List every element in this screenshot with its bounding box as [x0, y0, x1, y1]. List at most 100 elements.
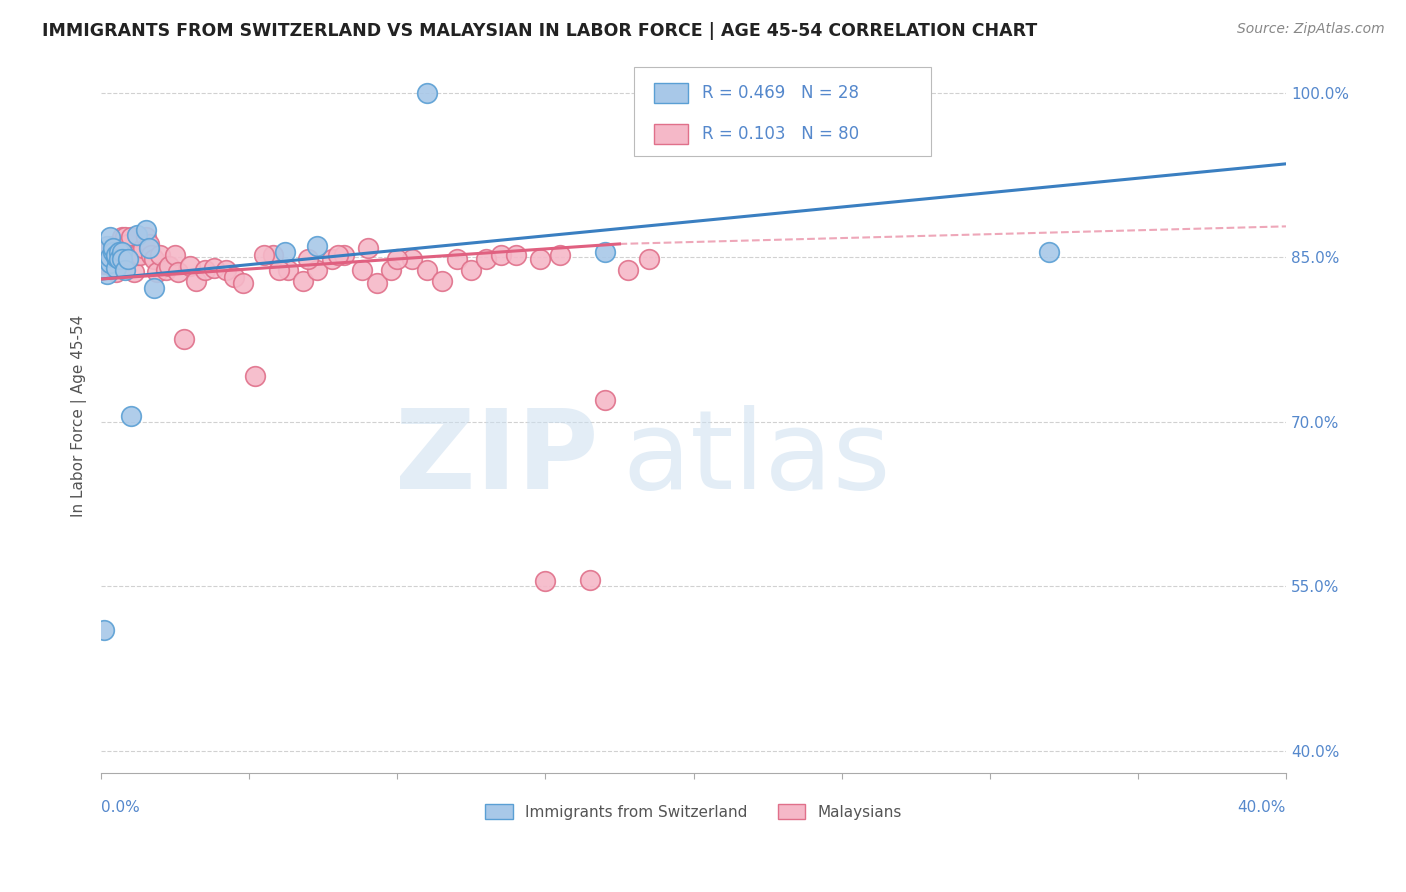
Point	[274, 244, 297, 259]
Point	[167, 265, 190, 279]
Point	[297, 252, 319, 267]
Point	[860, 86, 883, 100]
Point	[101, 248, 124, 262]
Point	[534, 574, 557, 588]
Point	[108, 236, 131, 251]
Point	[108, 252, 131, 267]
Point	[307, 239, 329, 253]
Text: 0.0%: 0.0%	[101, 800, 139, 815]
Point	[321, 252, 343, 267]
Point	[101, 244, 124, 259]
Point	[401, 252, 423, 267]
Point	[243, 368, 266, 383]
Point	[146, 265, 169, 279]
Point	[475, 252, 498, 267]
Point	[114, 263, 136, 277]
Point	[98, 255, 121, 269]
Point	[214, 263, 236, 277]
Text: IMMIGRANTS FROM SWITZERLAND VS MALAYSIAN IN LABOR FORCE | AGE 45-54 CORRELATION : IMMIGRANTS FROM SWITZERLAND VS MALAYSIAN…	[42, 22, 1038, 40]
Point	[489, 248, 512, 262]
Point	[111, 230, 134, 244]
Text: ZIP: ZIP	[395, 406, 599, 513]
FancyBboxPatch shape	[634, 67, 931, 156]
Point	[143, 281, 166, 295]
Point	[98, 241, 121, 255]
Point	[111, 252, 134, 267]
Point	[135, 222, 157, 236]
Point	[143, 252, 166, 267]
Point	[416, 86, 439, 100]
Point	[96, 250, 118, 264]
Legend: Immigrants from Switzerland, Malaysians: Immigrants from Switzerland, Malaysians	[479, 797, 908, 826]
Point	[101, 241, 124, 255]
FancyBboxPatch shape	[654, 124, 688, 144]
Point	[93, 250, 115, 264]
Point	[128, 248, 150, 262]
Point	[98, 230, 121, 244]
Point	[291, 274, 314, 288]
Point	[104, 250, 127, 264]
Text: R = 0.103   N = 80: R = 0.103 N = 80	[702, 125, 859, 143]
Point	[96, 267, 118, 281]
Point	[98, 250, 121, 264]
Point	[125, 248, 148, 262]
Point	[111, 257, 134, 271]
Point	[548, 248, 571, 262]
Point	[125, 228, 148, 243]
Point	[108, 248, 131, 262]
Point	[617, 263, 640, 277]
Point	[117, 236, 139, 251]
Point	[120, 409, 142, 424]
Point	[579, 573, 602, 587]
Point	[135, 230, 157, 244]
Point	[505, 248, 527, 262]
Point	[93, 244, 115, 258]
Point	[98, 250, 121, 264]
Point	[111, 244, 134, 259]
Point	[232, 277, 254, 291]
Point	[108, 244, 131, 259]
Point	[104, 248, 127, 262]
Point	[357, 241, 380, 255]
Point	[93, 623, 115, 637]
Point	[101, 257, 124, 271]
Point	[333, 248, 356, 262]
Point	[593, 244, 616, 259]
Point	[593, 392, 616, 407]
Point	[117, 252, 139, 267]
FancyBboxPatch shape	[654, 83, 688, 103]
Point	[120, 248, 142, 262]
Point	[149, 248, 172, 262]
Text: R = 0.469   N = 28: R = 0.469 N = 28	[702, 84, 859, 102]
Point	[104, 241, 127, 255]
Point	[141, 248, 163, 262]
Point	[277, 263, 299, 277]
Text: Source: ZipAtlas.com: Source: ZipAtlas.com	[1237, 22, 1385, 37]
Point	[184, 274, 207, 288]
Point	[253, 248, 276, 262]
Point	[529, 252, 551, 267]
Point	[96, 257, 118, 271]
Point	[104, 248, 127, 262]
Point	[179, 259, 201, 273]
Point	[117, 252, 139, 267]
Point	[111, 241, 134, 255]
Point	[173, 332, 195, 346]
Point	[131, 241, 153, 255]
Point	[267, 263, 290, 277]
Point	[120, 230, 142, 244]
Point	[194, 263, 217, 277]
Text: 40.0%: 40.0%	[1237, 800, 1286, 815]
Point	[96, 239, 118, 253]
Point	[104, 261, 127, 276]
Point	[96, 244, 118, 258]
Point	[122, 248, 145, 262]
Point	[98, 257, 121, 271]
Point	[366, 277, 388, 291]
Point	[165, 248, 187, 262]
Point	[262, 248, 284, 262]
Point	[380, 263, 402, 277]
Point	[1038, 244, 1060, 259]
Point	[416, 263, 439, 277]
Point	[430, 274, 453, 288]
